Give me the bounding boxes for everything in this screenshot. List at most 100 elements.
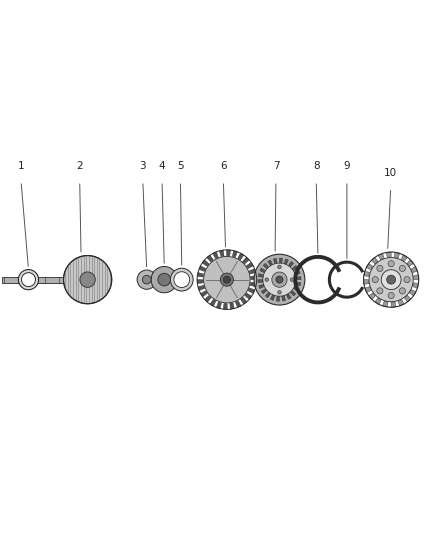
Wedge shape	[268, 260, 272, 266]
Text: 9: 9	[343, 161, 350, 172]
Wedge shape	[251, 276, 257, 280]
Circle shape	[377, 265, 383, 271]
Wedge shape	[197, 280, 203, 284]
Wedge shape	[279, 258, 283, 263]
Wedge shape	[202, 260, 209, 266]
Wedge shape	[223, 303, 227, 310]
Ellipse shape	[272, 272, 287, 287]
Wedge shape	[246, 262, 253, 269]
Wedge shape	[240, 297, 247, 304]
Circle shape	[388, 261, 394, 267]
Wedge shape	[404, 295, 411, 302]
Circle shape	[372, 277, 378, 282]
Wedge shape	[249, 269, 256, 274]
Wedge shape	[261, 288, 267, 294]
Wedge shape	[364, 280, 369, 285]
Wedge shape	[259, 284, 265, 288]
Wedge shape	[292, 265, 297, 271]
Wedge shape	[207, 255, 213, 262]
Circle shape	[278, 265, 281, 269]
Text: 1: 1	[18, 161, 25, 172]
Ellipse shape	[174, 272, 190, 287]
Circle shape	[388, 293, 394, 298]
Ellipse shape	[204, 256, 250, 303]
Wedge shape	[230, 303, 234, 309]
Wedge shape	[413, 283, 418, 288]
Wedge shape	[411, 266, 417, 273]
Ellipse shape	[220, 273, 233, 286]
Wedge shape	[258, 273, 264, 277]
Ellipse shape	[142, 276, 151, 284]
Wedge shape	[296, 277, 301, 280]
Wedge shape	[401, 255, 407, 261]
Ellipse shape	[263, 263, 296, 296]
Wedge shape	[226, 250, 230, 256]
Wedge shape	[383, 301, 388, 307]
Wedge shape	[238, 253, 244, 260]
Wedge shape	[407, 260, 413, 266]
Wedge shape	[198, 285, 205, 290]
Wedge shape	[286, 294, 291, 300]
Wedge shape	[293, 287, 299, 292]
Wedge shape	[294, 271, 300, 275]
Wedge shape	[201, 290, 208, 297]
Wedge shape	[375, 298, 381, 304]
Wedge shape	[398, 300, 404, 306]
Wedge shape	[386, 252, 391, 257]
Text: 2: 2	[76, 161, 83, 172]
Wedge shape	[284, 259, 288, 264]
Ellipse shape	[369, 257, 413, 302]
Text: 4: 4	[159, 161, 166, 172]
Wedge shape	[369, 293, 375, 300]
Wedge shape	[197, 272, 204, 277]
Ellipse shape	[158, 273, 170, 286]
Wedge shape	[265, 292, 271, 298]
Bar	[2, 277, 64, 282]
Circle shape	[290, 278, 294, 281]
Circle shape	[404, 277, 410, 282]
Ellipse shape	[276, 276, 283, 283]
Wedge shape	[413, 275, 419, 280]
Wedge shape	[276, 296, 279, 301]
Wedge shape	[271, 295, 275, 301]
Wedge shape	[260, 268, 265, 273]
Ellipse shape	[64, 255, 112, 304]
Text: 6: 6	[220, 161, 227, 172]
Wedge shape	[245, 293, 251, 300]
Ellipse shape	[387, 275, 396, 284]
Wedge shape	[290, 290, 296, 296]
Ellipse shape	[80, 272, 95, 287]
Text: 3: 3	[139, 161, 146, 172]
Wedge shape	[295, 282, 301, 286]
Wedge shape	[378, 253, 384, 260]
Wedge shape	[243, 257, 249, 264]
Wedge shape	[410, 289, 416, 296]
Wedge shape	[213, 252, 219, 259]
Text: 8: 8	[313, 161, 320, 172]
Ellipse shape	[18, 270, 39, 290]
Wedge shape	[199, 266, 206, 271]
Text: 5: 5	[177, 161, 184, 172]
Wedge shape	[235, 301, 241, 308]
Wedge shape	[216, 302, 222, 309]
Wedge shape	[282, 295, 286, 301]
Wedge shape	[364, 271, 370, 277]
Ellipse shape	[223, 276, 230, 283]
Text: 10: 10	[384, 168, 397, 178]
Wedge shape	[365, 287, 371, 293]
Circle shape	[377, 288, 383, 294]
Wedge shape	[366, 263, 373, 270]
Ellipse shape	[381, 270, 401, 289]
Wedge shape	[210, 299, 216, 306]
Wedge shape	[232, 251, 237, 257]
Wedge shape	[250, 282, 257, 287]
Wedge shape	[263, 263, 268, 269]
Circle shape	[399, 265, 406, 271]
Wedge shape	[248, 288, 255, 294]
Circle shape	[399, 288, 406, 294]
Wedge shape	[371, 257, 378, 264]
Ellipse shape	[254, 254, 305, 305]
Ellipse shape	[137, 270, 156, 289]
Wedge shape	[273, 259, 277, 264]
Text: 7: 7	[272, 161, 279, 172]
